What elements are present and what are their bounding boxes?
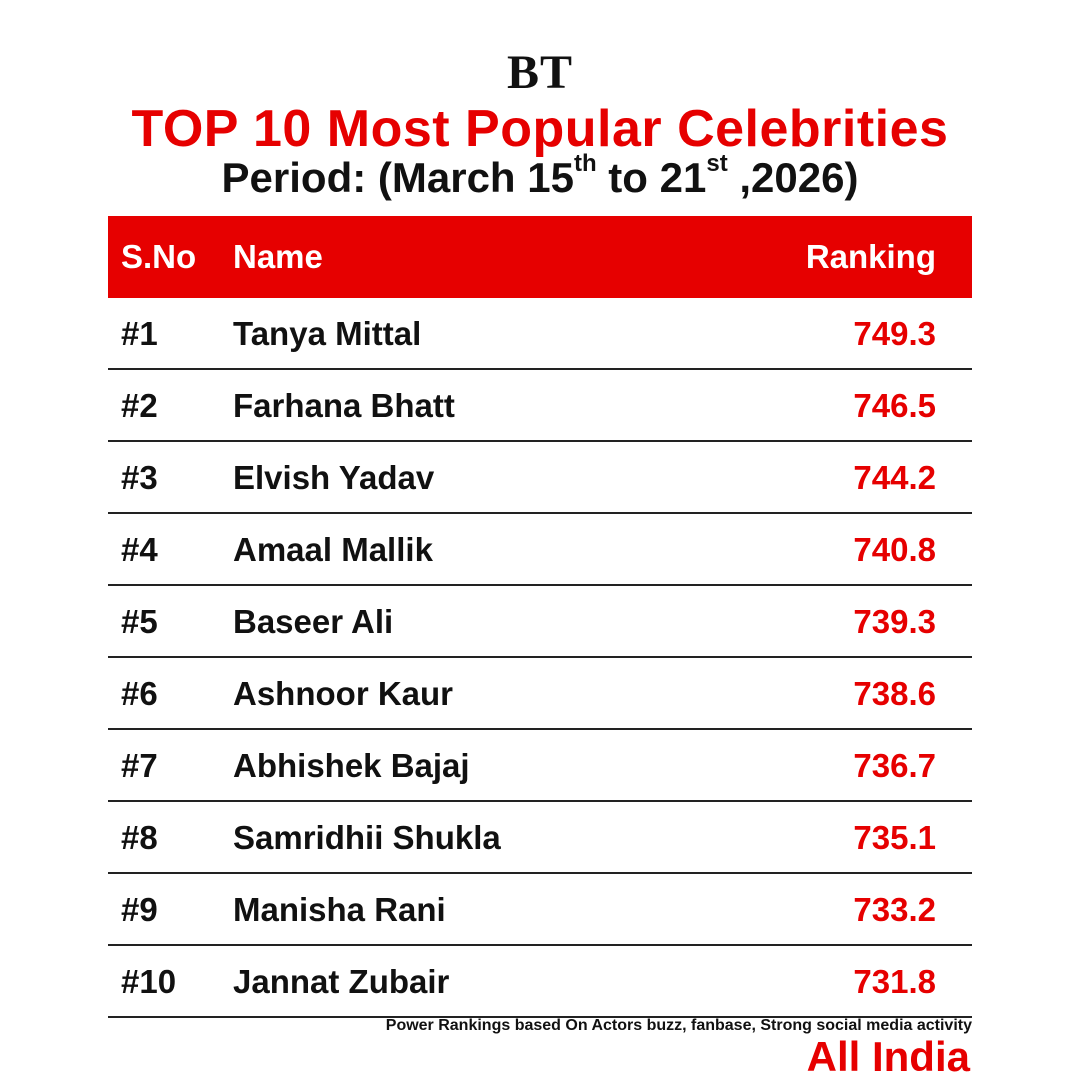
row-sno: #5 xyxy=(121,603,158,640)
row-name: Baseer Ali xyxy=(233,603,394,640)
table-row: #10 Jannat Zubair 731.8 xyxy=(108,946,972,1018)
row-name: Abhishek Bajaj xyxy=(233,747,470,784)
row-sno: #8 xyxy=(121,819,158,856)
row-sno: #3 xyxy=(121,459,158,496)
row-ranking: 731.8 xyxy=(853,963,936,1000)
row-name: Amaal Mallik xyxy=(233,531,433,568)
table-row: #2 Farhana Bhatt 746.5 xyxy=(108,370,972,442)
row-sno: #6 xyxy=(121,675,158,712)
row-name: Jannat Zubair xyxy=(233,963,450,1000)
row-name: Samridhii Shukla xyxy=(233,819,501,856)
region-label: All India xyxy=(806,1033,970,1080)
period-subtitle: Period: (March 15th to 21st ,2026) xyxy=(0,152,1080,204)
rankings-table: S.No Name Ranking #1 Tanya Mittal 749.3 … xyxy=(108,216,972,1018)
header-sno: S.No xyxy=(121,238,197,275)
row-ranking: 746.5 xyxy=(853,387,936,424)
row-sno: #9 xyxy=(121,891,158,928)
row-ranking: 733.2 xyxy=(853,891,936,928)
period-middle: to 21 xyxy=(596,154,707,201)
row-sno: #4 xyxy=(121,531,158,568)
period-superscript-start: th xyxy=(573,150,597,177)
table-row: #1 Tanya Mittal 749.3 xyxy=(108,298,972,370)
table-row: #6 Ashnoor Kaur 738.6 xyxy=(108,658,972,730)
brand-logo: BT xyxy=(506,46,574,99)
row-name: Farhana Bhatt xyxy=(233,387,455,424)
footnote: Power Rankings based On Actors buzz, fan… xyxy=(385,1017,972,1034)
row-name: Tanya Mittal xyxy=(233,315,422,352)
row-ranking: 749.3 xyxy=(853,315,936,352)
table-row: #8 Samridhii Shukla 735.1 xyxy=(108,802,972,874)
row-ranking: 736.7 xyxy=(853,747,936,784)
row-ranking: 739.3 xyxy=(853,603,936,640)
row-sno: #2 xyxy=(121,387,158,424)
row-sno: #1 xyxy=(121,315,158,352)
row-name: Elvish Yadav xyxy=(233,459,435,496)
page-title: TOP 10 Most Popular Celebrities xyxy=(131,100,949,158)
table-header: S.No Name Ranking xyxy=(108,216,972,298)
row-ranking: 735.1 xyxy=(853,819,936,856)
row-ranking: 744.2 xyxy=(853,459,936,496)
table-row: #5 Baseer Ali 739.3 xyxy=(108,586,972,658)
row-sno: #10 xyxy=(121,963,177,1000)
period-superscript-end: st xyxy=(706,150,728,177)
period-prefix: Period: (March 15 xyxy=(221,154,574,201)
table-row: #4 Amaal Mallik 740.8 xyxy=(108,514,972,586)
row-name: Ashnoor Kaur xyxy=(233,675,454,712)
header-name: Name xyxy=(233,238,323,275)
table-row: #7 Abhishek Bajaj 736.7 xyxy=(108,730,972,802)
row-ranking: 740.8 xyxy=(853,531,936,568)
table-row: #9 Manisha Rani 733.2 xyxy=(108,874,972,946)
period-suffix: ,2026) xyxy=(727,154,859,201)
row-name: Manisha Rani xyxy=(233,891,446,928)
table-row: #3 Elvish Yadav 744.2 xyxy=(108,442,972,514)
row-ranking: 738.6 xyxy=(853,675,936,712)
row-sno: #7 xyxy=(121,747,158,784)
header-ranking: Ranking xyxy=(805,238,936,275)
